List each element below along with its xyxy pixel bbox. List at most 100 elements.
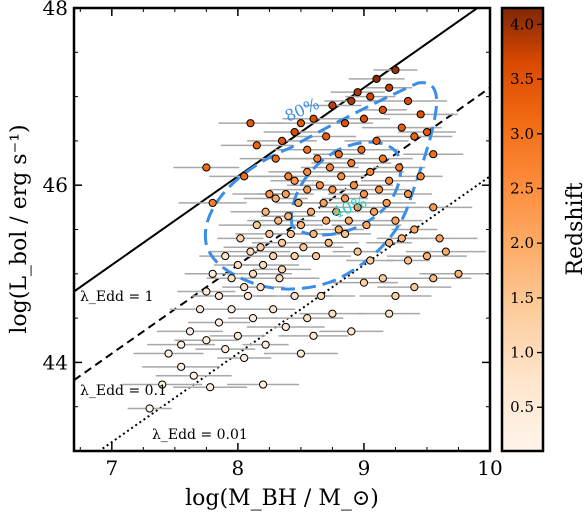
data-point <box>290 251 299 261</box>
x-tick-label: 8 <box>232 456 245 480</box>
y-tick-label: 44 <box>43 350 68 374</box>
data-point <box>145 404 154 413</box>
data-point <box>385 238 394 247</box>
data-point <box>236 234 245 243</box>
data-point <box>248 314 258 323</box>
colorbar-tick-label: 1.5 <box>510 289 534 307</box>
data-point <box>403 256 413 265</box>
data-point <box>315 181 324 190</box>
data-point <box>265 189 274 199</box>
data-point <box>311 251 321 261</box>
data-point <box>322 216 331 225</box>
data-point <box>322 132 331 141</box>
data-point <box>214 291 224 301</box>
data-point <box>221 251 230 261</box>
eddington-label-1: λ_Edd = 1 <box>80 289 154 305</box>
data-point <box>274 216 283 225</box>
data-point <box>441 247 450 256</box>
data-point <box>233 260 242 270</box>
data-point <box>275 274 284 283</box>
data-point <box>246 247 255 256</box>
data-point <box>429 274 438 283</box>
data-point <box>189 371 198 380</box>
data-point <box>309 114 318 123</box>
data-point <box>385 83 394 92</box>
data-point <box>366 92 375 101</box>
data-point <box>296 119 306 128</box>
data-point <box>265 229 274 239</box>
x-axis-title: log(M_BH / M_⊙) <box>185 486 379 511</box>
data-point <box>416 110 425 119</box>
data-point <box>353 247 362 256</box>
data-point <box>378 154 387 163</box>
data-point <box>410 132 419 141</box>
data-point <box>332 207 341 216</box>
data-point <box>391 65 400 75</box>
data-point <box>202 287 211 296</box>
data-point <box>202 163 211 172</box>
data-point <box>410 282 419 292</box>
y-tick-label: 46 <box>43 173 68 197</box>
eddington-label-0.1: λ_Edd = 0.1 <box>80 383 167 399</box>
data-points <box>145 65 463 413</box>
data-point <box>359 278 369 287</box>
data-point <box>177 340 186 349</box>
data-point <box>349 181 358 190</box>
data-point <box>256 282 265 292</box>
colorbar-tick-label: 3.0 <box>510 125 534 143</box>
data-point <box>334 225 343 234</box>
data-point <box>252 220 261 230</box>
data-point <box>328 101 337 110</box>
data-point <box>378 105 387 114</box>
data-point <box>240 353 249 363</box>
data-point <box>334 150 343 159</box>
data-point <box>316 291 326 301</box>
colorbar: 0.5 1.0 1.5 2.0 2.5 3.0 3.5 4.0 Redshift <box>500 6 587 453</box>
data-point <box>258 260 268 270</box>
data-point <box>296 349 306 358</box>
colorbar-tick-label: 3.5 <box>510 70 534 88</box>
data-point <box>299 243 308 252</box>
data-point <box>261 207 270 216</box>
data-point <box>347 158 356 168</box>
data-point <box>277 136 287 145</box>
data-point <box>252 141 261 150</box>
data-point <box>248 269 258 278</box>
colorbar-tick-label: 2.5 <box>510 179 534 197</box>
data-point <box>177 362 186 371</box>
data-point <box>256 243 265 252</box>
data-point <box>328 185 337 194</box>
data-point <box>303 314 312 323</box>
data-point <box>385 309 394 318</box>
data-point <box>369 207 379 216</box>
data-point <box>303 167 312 177</box>
data-point <box>328 309 337 318</box>
data-point <box>382 198 391 208</box>
colorbar-tick-label: 0.5 <box>510 398 534 416</box>
x-axis: 7 8 9 10 <box>79 8 503 480</box>
data-point <box>340 194 350 203</box>
data-point <box>366 167 375 177</box>
data-point <box>359 114 369 123</box>
data-point <box>281 189 290 199</box>
data-point <box>359 189 369 199</box>
data-point <box>366 256 375 265</box>
data-point <box>353 203 362 212</box>
data-point <box>357 145 366 154</box>
data-point <box>290 291 299 301</box>
data-point <box>344 216 353 225</box>
colorbar-ticks: 0.5 1.0 1.5 2.0 2.5 3.0 3.5 4.0 <box>510 15 543 416</box>
data-point <box>362 220 371 230</box>
data-point <box>313 154 322 163</box>
colorbar-tick-label: 4.0 <box>510 15 534 33</box>
data-point <box>353 88 362 97</box>
data-point <box>303 145 312 154</box>
data-point <box>391 291 400 301</box>
data-point <box>422 251 432 261</box>
colorbar-tick-label: 2.0 <box>510 234 534 252</box>
data-point <box>416 172 425 181</box>
data-point <box>454 269 463 278</box>
data-point <box>227 305 236 314</box>
data-point <box>243 291 253 301</box>
